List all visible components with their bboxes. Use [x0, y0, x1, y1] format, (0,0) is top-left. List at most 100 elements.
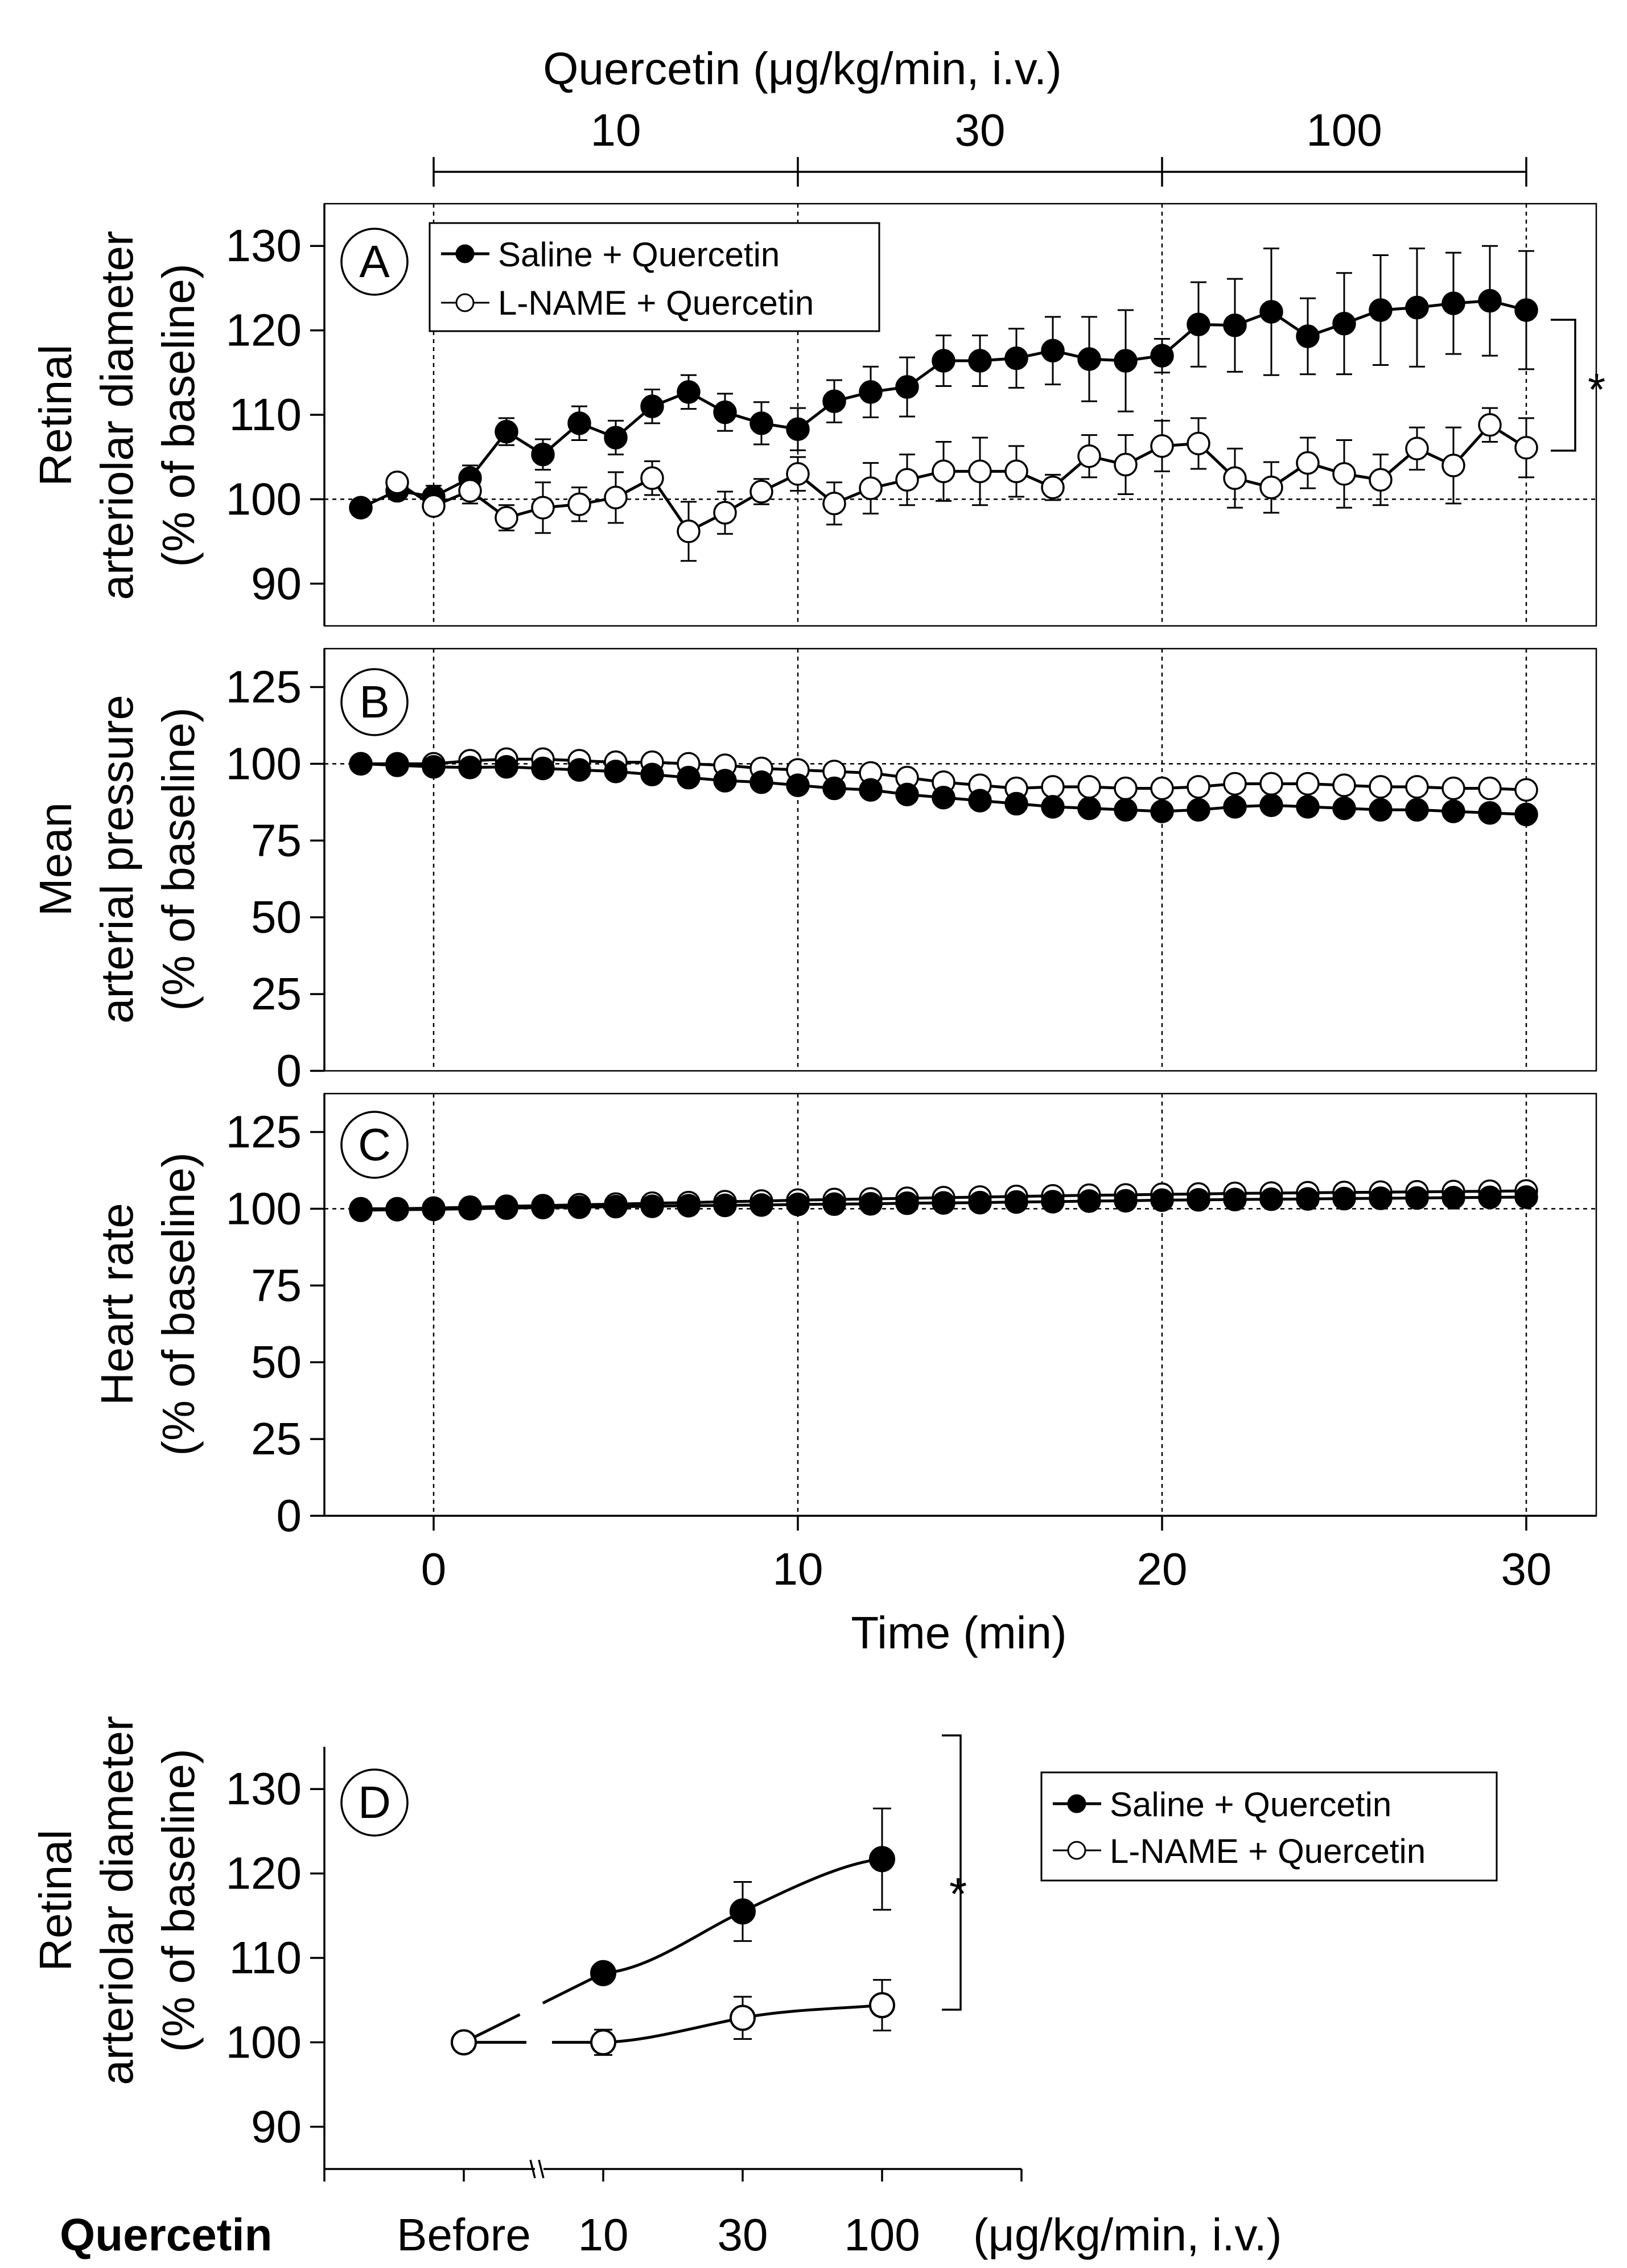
data-point-saline [822, 389, 846, 414]
panel-c-series [349, 1179, 1538, 1222]
y-tick-label: 110 [229, 1932, 302, 1983]
data-point-lname [1150, 776, 1174, 801]
data-point-saline [385, 1198, 409, 1222]
data-point-lname [1187, 775, 1210, 799]
time-tick-30: 30 [1501, 1544, 1552, 1594]
data-point-saline [1478, 288, 1502, 313]
data-point-saline [1259, 1187, 1283, 1211]
y-tick-label: 130 [226, 1763, 302, 1814]
time-axis-label: Time (min) [851, 1607, 1066, 1658]
data-point-saline [786, 1193, 810, 1217]
data-point-saline [1004, 791, 1028, 816]
legend-d-open-marker [1067, 1841, 1086, 1860]
panel-d-axis-break [538, 2159, 545, 2179]
data-point-saline [895, 1191, 919, 1215]
panel-c-letter: C [340, 1111, 409, 1179]
data-point-saline [1114, 1189, 1138, 1213]
data-point-saline [1296, 795, 1320, 819]
panel-d-y-axis: 90 100 110 120 130 [226, 1747, 326, 2169]
data-point-lname [730, 2005, 756, 2031]
data-point-saline [749, 770, 773, 794]
dose-header: Quercetin (μg/kg/min, i.v.) 10 30 100 [433, 43, 1527, 187]
data-point-lname [1405, 775, 1429, 799]
panel-a-y-axis: 90 100 110 120 130 [226, 204, 326, 626]
data-point-saline [1077, 1189, 1101, 1213]
data-point-saline [385, 753, 409, 777]
data-point-saline [1441, 291, 1465, 315]
data-point-lname [385, 470, 409, 494]
data-point-saline [1514, 802, 1538, 827]
data-point-saline [713, 400, 737, 424]
time-axis-ticks [433, 1516, 1527, 1531]
data-point-saline [1114, 798, 1138, 822]
data-point-saline [968, 789, 992, 813]
data-point-saline [1259, 300, 1283, 324]
data-point-lname [1478, 413, 1502, 437]
panel-d-category-30: 30 [718, 2209, 768, 2260]
panel-b-letter-text: B [359, 677, 389, 727]
panel-b-y-label: Mean arterial pressure (% of baseline) [30, 695, 204, 1024]
panel-d: 90 100 110 120 130 Quercetin Before 10 30 10… [60, 1734, 1498, 2260]
time-axis: 0 10 20 30 Time (min) [324, 1515, 1596, 1658]
data-point-saline [567, 758, 591, 782]
data-point-lname [1187, 431, 1210, 456]
data-point-saline [495, 1196, 518, 1220]
data-point-saline [968, 1190, 992, 1215]
data-point-lname [869, 1992, 895, 2019]
data-point-lname [422, 494, 446, 518]
data-point-saline [1514, 298, 1538, 322]
data-point-saline [1369, 1186, 1393, 1210]
data-point-saline [495, 755, 518, 779]
panel-a-series [349, 245, 1538, 562]
panel-c-time-gridlines [433, 1094, 1527, 1516]
data-point-lname [1478, 776, 1502, 801]
panel-a: 90 100 110 120 130 A Saline + Quercetin L-NA… [226, 203, 1605, 627]
panel-c-letter-text: C [358, 1119, 391, 1170]
data-point-lname [1150, 434, 1174, 458]
data-point-saline [869, 1846, 895, 1873]
data-point-saline [604, 426, 628, 450]
data-point-saline [640, 1194, 664, 1218]
data-point-saline [786, 417, 810, 441]
data-point-lname [968, 459, 992, 484]
data-point-saline [1478, 1185, 1502, 1210]
panel-d-letter: D [340, 1768, 409, 1837]
y-tick-label: 0 [277, 1490, 302, 1541]
data-point-lname [640, 466, 664, 490]
legend-a-saline-label: Saline + Quercetin [498, 236, 780, 274]
y-tick-label: 100 [226, 2017, 302, 2067]
panel-b-letter: B [340, 668, 409, 736]
time-tick-0: 0 [421, 1544, 447, 1594]
y-tick-label: 125 [226, 661, 302, 712]
y-tick-label: 120 [226, 305, 302, 356]
data-point-lname [1369, 775, 1393, 799]
data-point-saline [1405, 798, 1429, 822]
data-point-saline [932, 1191, 955, 1215]
data-point-saline [677, 765, 701, 790]
y-tick-label: 25 [251, 1413, 302, 1464]
data-point-saline [1223, 795, 1247, 819]
data-point-lname [1514, 778, 1538, 802]
data-point-saline [640, 762, 664, 787]
panel-d-series [451, 1807, 895, 2056]
y-tick-label: 50 [251, 1337, 302, 1387]
data-point-lname [1223, 772, 1247, 796]
panel-d-axis-break [529, 2159, 536, 2179]
data-point-saline [1369, 798, 1393, 822]
data-point-lname [859, 476, 883, 500]
data-point-saline [1223, 313, 1247, 337]
panel-c-y-label-line1: Heart rate [92, 1203, 142, 1405]
data-point-lname [932, 459, 955, 484]
data-point-saline [604, 760, 628, 784]
data-point-saline [677, 380, 701, 404]
panel-a-y-label: Retinal arteriolar diameter (% of baseli… [30, 230, 204, 600]
panel-a-significance-star: * [1588, 364, 1605, 415]
data-point-lname [1259, 772, 1283, 796]
legend-a: Saline + Quercetin L-NAME + Quercetin [429, 222, 880, 332]
panel-d-significance-star: * [949, 1869, 967, 1919]
data-point-saline [1369, 298, 1393, 322]
data-point-saline [458, 756, 482, 780]
data-point-saline [1514, 1185, 1538, 1209]
data-point-lname [531, 496, 555, 519]
data-point-saline [349, 752, 373, 776]
